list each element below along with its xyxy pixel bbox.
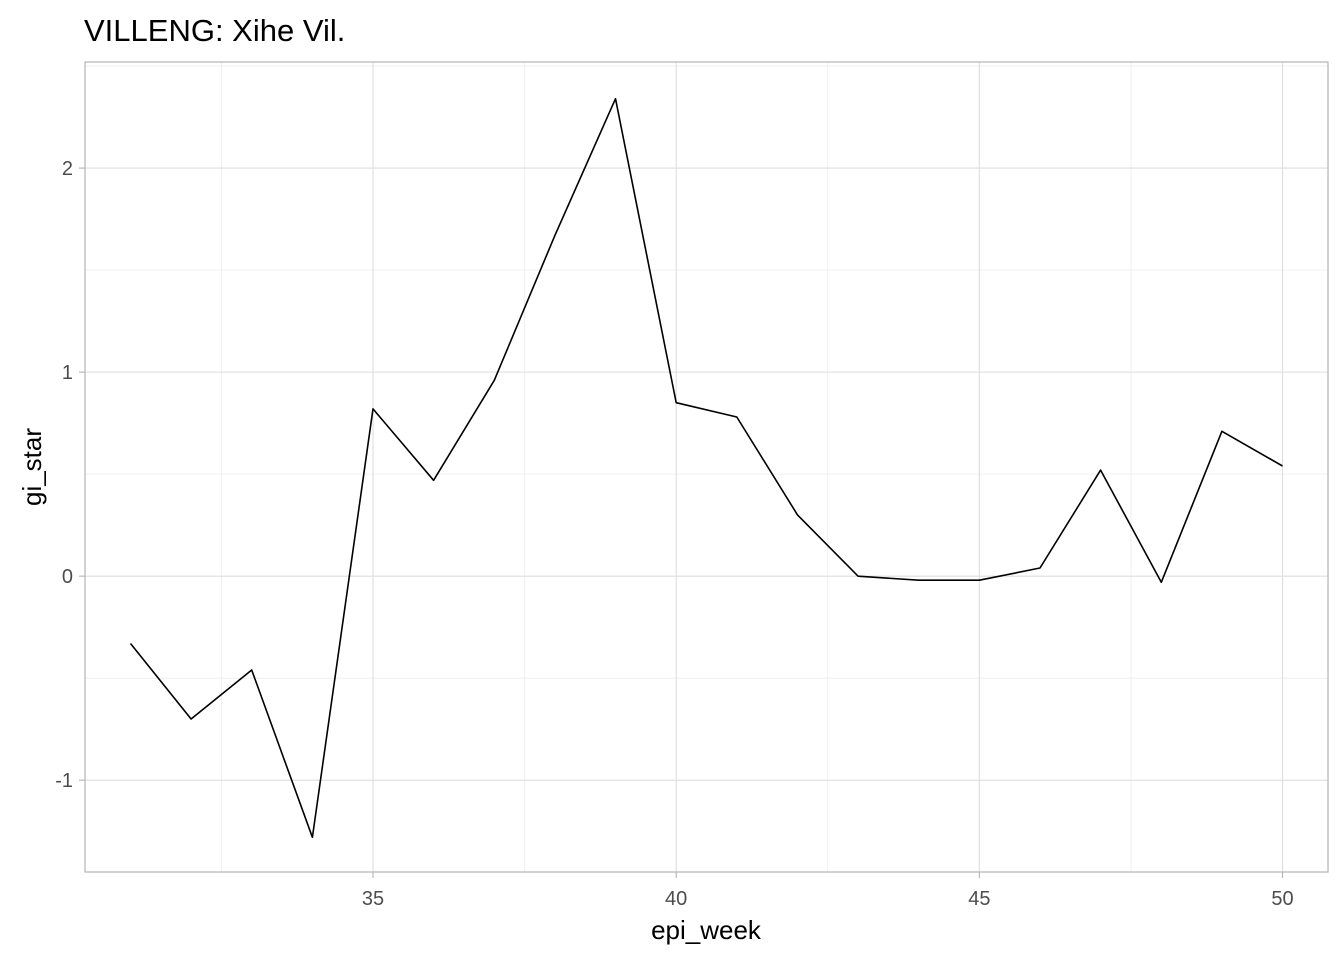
series-layer xyxy=(129,97,1283,839)
gridlines xyxy=(85,62,1328,872)
panel-border xyxy=(84,61,1329,873)
y-tick-label: -1 xyxy=(55,770,73,792)
x-axis-title: epi_week xyxy=(651,915,762,945)
y-tick-label: 1 xyxy=(62,362,73,384)
x-tick-label: 50 xyxy=(1271,888,1293,910)
series-line xyxy=(129,97,1283,839)
x-tick-label: 40 xyxy=(665,888,687,910)
x-tick-label: 45 xyxy=(968,888,990,910)
axis-ticks: 35 40 45 50 -1 0 1 2 xyxy=(55,158,1293,910)
y-axis-title: gi_star xyxy=(17,428,47,506)
y-tick-label: 0 xyxy=(62,566,73,588)
y-tick-label: 2 xyxy=(62,158,73,180)
chart-title: VILLENG: Xihe Vil. xyxy=(84,13,345,48)
x-tick-label: 35 xyxy=(362,888,384,910)
